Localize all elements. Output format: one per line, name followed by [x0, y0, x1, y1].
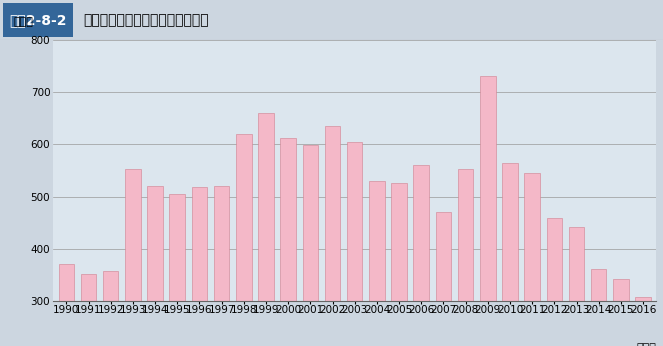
Bar: [569, 227, 584, 346]
Bar: [546, 218, 562, 346]
Bar: [58, 264, 74, 346]
Bar: [103, 271, 119, 346]
Bar: [347, 142, 363, 346]
Bar: [613, 279, 629, 346]
Bar: [524, 173, 540, 346]
Bar: [170, 194, 185, 346]
Bar: [125, 169, 141, 346]
Bar: [214, 186, 229, 346]
Text: （年）: （年）: [636, 343, 656, 346]
Bar: [258, 113, 274, 346]
Bar: [391, 183, 407, 346]
Text: （件）: （件）: [14, 17, 34, 27]
Bar: [81, 274, 96, 346]
Bar: [458, 169, 473, 346]
Bar: [436, 212, 452, 346]
FancyBboxPatch shape: [3, 3, 73, 37]
Text: 図表2-8-2: 図表2-8-2: [9, 13, 67, 27]
Bar: [325, 126, 340, 346]
Bar: [192, 187, 208, 346]
Text: 労働争議調整事件の新規係属件数: 労働争議調整事件の新規係属件数: [83, 13, 208, 27]
Bar: [480, 76, 495, 346]
Bar: [414, 165, 429, 346]
Bar: [280, 138, 296, 346]
Bar: [302, 145, 318, 346]
Bar: [236, 134, 251, 346]
Bar: [502, 163, 518, 346]
Bar: [147, 186, 163, 346]
Bar: [369, 181, 385, 346]
Bar: [591, 268, 607, 346]
Bar: [635, 297, 651, 346]
